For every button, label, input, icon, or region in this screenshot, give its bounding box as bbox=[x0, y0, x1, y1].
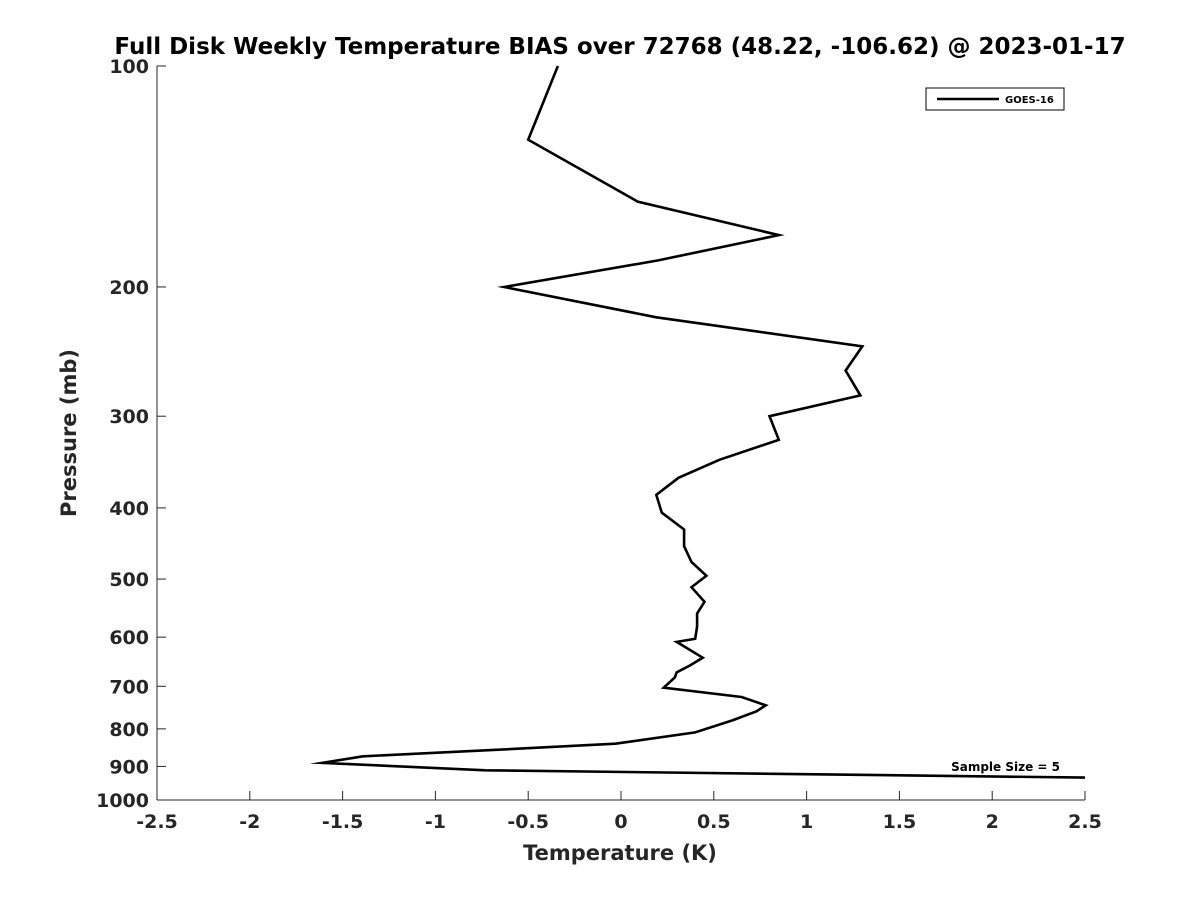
x-tick-label: 0.5 bbox=[697, 811, 731, 833]
chart-title: Full Disk Weekly Temperature BIAS over 7… bbox=[114, 34, 1125, 60]
x-tick-label: -1.5 bbox=[322, 811, 364, 833]
y-tick-label: 900 bbox=[109, 756, 149, 778]
series-group bbox=[309, 65, 1086, 779]
x-tick-label: 2.5 bbox=[1068, 811, 1102, 833]
x-axis-ticks: -2.5 -2 -1.5 -1 -0.5 0 0.5 1 1.5 2 2.5 bbox=[136, 791, 1102, 833]
y-tick-label: 100 bbox=[109, 56, 149, 78]
y-tick-label: 400 bbox=[109, 498, 149, 520]
y-tick-label: 200 bbox=[109, 277, 149, 299]
y-axis-label: Pressure (mb) bbox=[57, 349, 81, 517]
y-tick-label: 500 bbox=[109, 569, 149, 591]
y-tick-label: 800 bbox=[109, 719, 149, 741]
x-tick-label: -0.5 bbox=[507, 811, 549, 833]
series-line-goes-16 bbox=[309, 65, 1086, 779]
x-tick-label: -1 bbox=[425, 811, 446, 833]
y-tick-label: 1000 bbox=[96, 790, 149, 812]
x-axis-label: Temperature (K) bbox=[523, 841, 717, 865]
sample-size-annotation: Sample Size = 5 bbox=[951, 760, 1060, 774]
x-tick-label: -2 bbox=[239, 811, 260, 833]
x-tick-label: 2 bbox=[986, 811, 999, 833]
y-tick-label: 700 bbox=[109, 676, 149, 698]
y-tick-label: 300 bbox=[109, 406, 149, 428]
legend: GOES-16 bbox=[925, 87, 1065, 111]
legend-label: GOES-16 bbox=[1005, 95, 1054, 106]
x-tick-label: -2.5 bbox=[136, 811, 178, 833]
x-tick-label: 0 bbox=[614, 811, 627, 833]
x-tick-label: 1.5 bbox=[883, 811, 917, 833]
x-tick-label: 1 bbox=[800, 811, 813, 833]
y-axis-ticks: 100 200 300 400 500 600 700 800 900 1000 bbox=[96, 56, 166, 812]
y-tick-label: 600 bbox=[109, 627, 149, 649]
